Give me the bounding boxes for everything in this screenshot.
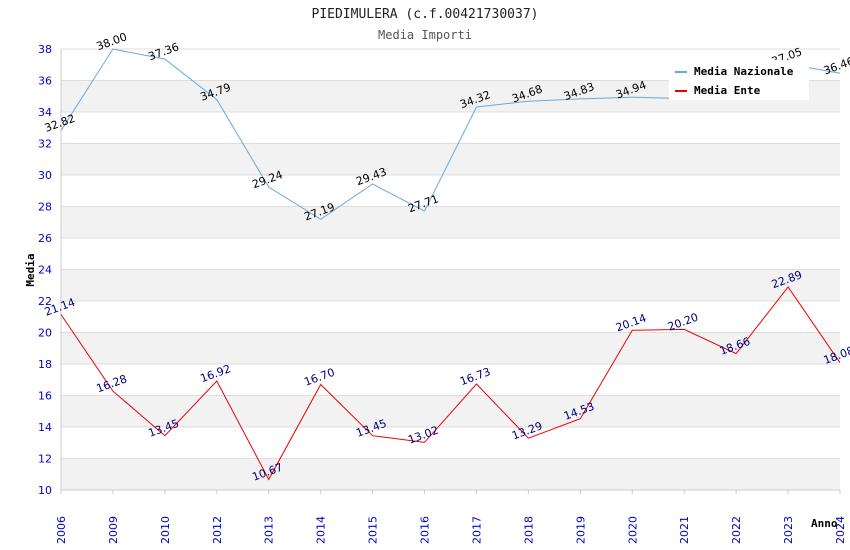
legend-label-nazionale: Media Nazionale	[694, 65, 794, 78]
y-tick-label: 10	[38, 484, 52, 497]
x-tick-label: 2017	[470, 516, 483, 544]
y-tick-label: 12	[38, 453, 52, 466]
grid-band	[61, 395, 840, 427]
y-tick-label: 20	[38, 327, 52, 340]
grid-band	[61, 458, 840, 490]
legend-box	[669, 60, 809, 100]
x-tick-label: 2016	[419, 516, 432, 544]
x-tick-label: 2021	[678, 516, 691, 544]
x-tick-label: 2022	[730, 516, 743, 544]
x-tick-labels: 2006 2009 2010 2012 2013 2014 2015 2016 2017 2018…	[55, 516, 847, 544]
grid-band	[61, 238, 840, 270]
legend: Media Nazionale Media Ente	[669, 60, 809, 100]
y-tick-label: 26	[38, 232, 52, 245]
y-tick-label: 34	[38, 106, 52, 119]
x-tick-label: 2014	[315, 516, 328, 544]
x-tick-label: 2006	[55, 516, 68, 544]
x-tick-label: 2013	[263, 516, 276, 544]
grid-bands	[61, 49, 840, 490]
grid-band	[61, 112, 840, 144]
y-tick-label: 24	[38, 264, 52, 277]
y-tick-label: 38	[38, 43, 52, 56]
grid-band	[61, 332, 840, 364]
x-axis-label: Anno	[811, 517, 838, 530]
grid-band	[61, 206, 840, 238]
y-tick-label: 14	[38, 421, 52, 434]
chart-title: PIEDIMULERA (c.f.00421730037)	[312, 7, 539, 22]
y-tick-label: 18	[38, 358, 52, 371]
x-tick-label: 2012	[211, 516, 224, 544]
x-tick-label: 2010	[159, 516, 172, 544]
axes	[60, 49, 841, 494]
series-line-ente	[60, 286, 841, 481]
grid-band	[61, 364, 840, 396]
x-tick-label: 2020	[626, 516, 639, 544]
y-tick-label: 32	[38, 138, 52, 151]
x-tick-label: 2018	[522, 516, 535, 544]
x-tick-label: 2024	[834, 516, 847, 544]
y-tick-labels: 10 12 14 16 18 20 22 24 26 28 30 32 34 36 38	[38, 43, 52, 497]
y-tick-label: 30	[38, 169, 52, 182]
grid-band	[61, 427, 840, 459]
y-tick-label: 16	[38, 390, 52, 403]
x-tick-label: 2009	[107, 516, 120, 544]
y-tick-label: 28	[38, 201, 52, 214]
chart-subtitle: Media Importi	[378, 28, 472, 42]
y-tick-label: 22	[38, 295, 52, 308]
grid-band	[61, 301, 840, 333]
grid-band	[61, 269, 840, 301]
grid-band	[61, 175, 840, 207]
x-tick-label: 2019	[574, 516, 587, 544]
x-tick-label: 2015	[367, 516, 380, 544]
y-axis-label: Media	[24, 253, 37, 286]
grid-lines	[61, 48, 840, 491]
legend-label-ente: Media Ente	[694, 84, 761, 97]
y-tick-label: 36	[38, 75, 52, 88]
x-tick-label: 2023	[782, 516, 795, 544]
